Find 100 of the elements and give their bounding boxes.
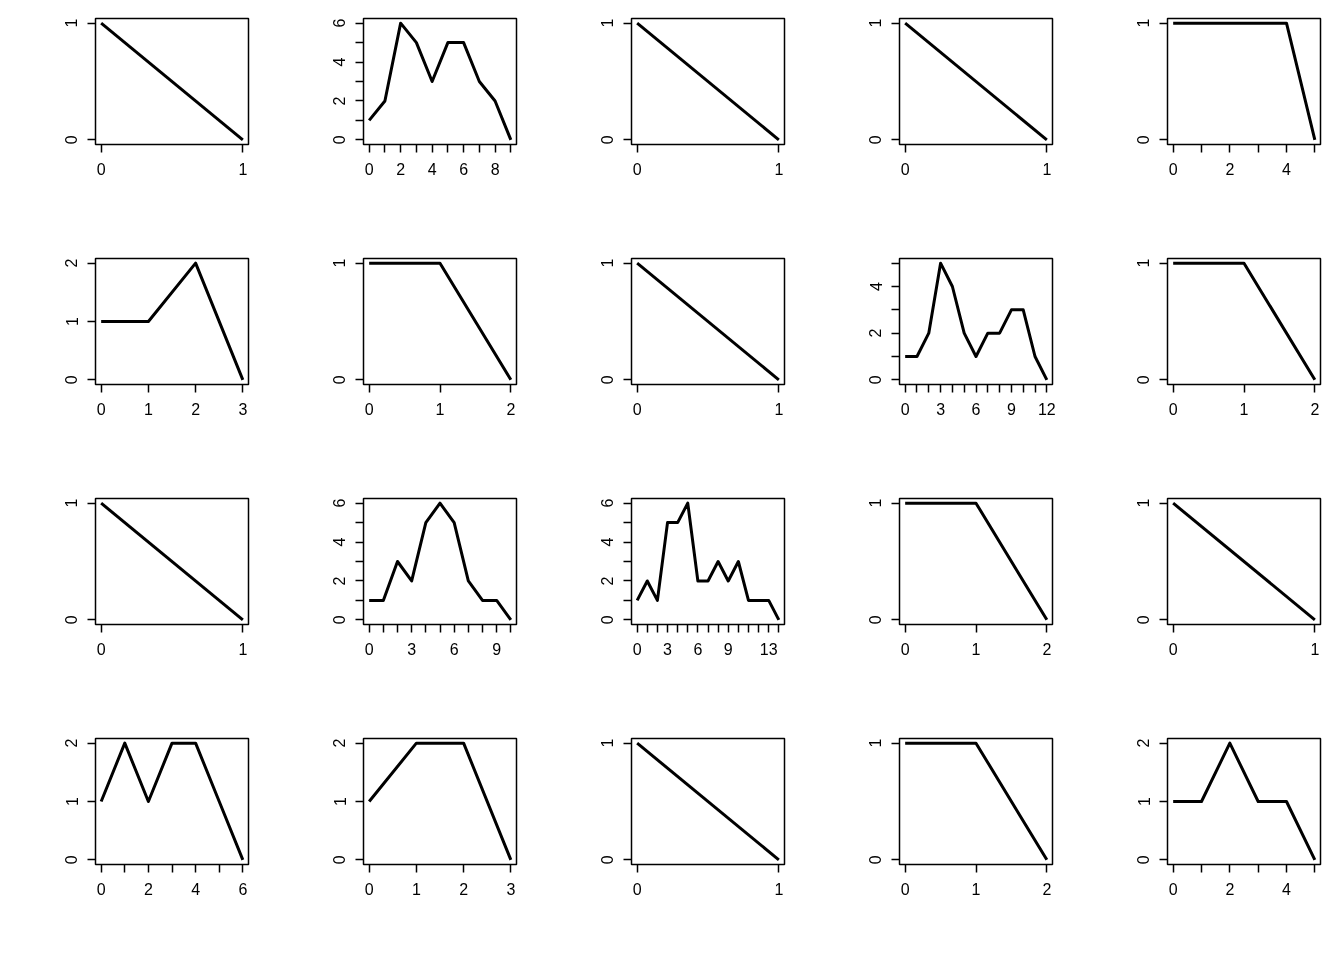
y-tick-label: 1 [1135,258,1153,268]
x-tick-label: 0 [900,640,910,658]
y-tick-label: 0 [599,615,617,625]
x-tick-label: 1 [143,400,153,418]
x-tick-label: 0 [96,160,106,178]
x-tick-label: 0 [632,880,642,898]
y-tick-label: 1 [1135,18,1153,28]
x-tick-label: 0 [1168,400,1178,418]
x-tick-label: 1 [971,880,981,898]
y-tick-label: 2 [63,258,81,268]
y-tick-label: 0 [867,855,885,865]
y-tick-label: 0 [63,615,81,625]
x-tick-label: 2 [191,400,201,418]
x-tick-label: 2 [1042,880,1052,898]
y-tick-label: 0 [1135,375,1153,385]
y-tick-label: 2 [867,328,885,338]
x-tick-label: 8 [490,160,500,178]
x-tick-label: 6 [459,160,469,178]
y-tick-label: 0 [331,615,349,625]
x-tick-label: 1 [971,640,981,658]
x-tick-label: 6 [693,640,703,658]
x-tick-label: 0 [1168,640,1178,658]
x-tick-label: 6 [971,400,981,418]
y-tick-label: 6 [599,498,617,508]
line-series [903,261,1049,382]
y-tick-label: 1 [331,258,349,268]
x-tick-label: 3 [663,640,673,658]
y-tick-label: 0 [599,375,617,385]
x-tick-label: 0 [1168,880,1178,898]
y-tick-label: 1 [599,738,617,748]
y-tick-label: 1 [867,18,885,28]
y-tick-label: 0 [599,855,617,865]
x-tick-label: 1 [1310,640,1320,658]
y-tick-label: 0 [867,375,885,385]
x-tick-label: 1 [1042,160,1052,178]
x-tick-label: 3 [407,640,417,658]
x-tick-label: 6 [449,640,459,658]
x-tick-label: 3 [936,400,946,418]
x-tick-label: 9 [723,640,733,658]
line-series [635,501,781,622]
y-tick-label: 1 [63,796,81,806]
y-tick-label: 2 [331,96,349,106]
x-tick-label: 0 [1168,160,1178,178]
y-tick-label: 1 [63,18,81,28]
x-tick-label: 4 [1282,880,1292,898]
y-tick-label: 0 [599,135,617,145]
x-tick-label: 4 [191,880,201,898]
y-tick-label: 0 [867,135,885,145]
y-tick-label: 0 [1135,615,1153,625]
y-tick-label: 1 [1135,498,1153,508]
x-tick-label: 2 [1225,160,1235,178]
x-tick-label: 2 [396,160,406,178]
y-tick-label: 0 [63,375,81,385]
x-tick-label: 0 [900,160,910,178]
x-tick-label: 3 [238,400,248,418]
y-tick-label: 2 [63,738,81,748]
y-tick-label: 0 [63,855,81,865]
x-tick-label: 3 [506,880,516,898]
x-tick-label: 9 [492,640,502,658]
x-tick-label: 1 [774,160,784,178]
x-tick-label: 1 [774,880,784,898]
x-tick-label: 0 [900,400,910,418]
x-tick-label: 1 [238,640,248,658]
y-tick-label: 0 [331,375,349,385]
x-tick-label: 4 [427,160,437,178]
y-tick-label: 2 [331,738,349,748]
x-tick-label: 0 [632,400,642,418]
x-tick-label: 2 [1225,880,1235,898]
y-tick-label: 1 [1135,796,1153,806]
y-tick-label: 0 [331,135,349,145]
x-tick-label: 0 [364,400,374,418]
x-tick-label: 13 [759,640,778,658]
x-tick-label: 0 [632,160,642,178]
x-tick-label: 12 [1037,400,1056,418]
x-tick-label: 0 [364,160,374,178]
line-series [367,501,513,622]
y-tick-label: 6 [331,18,349,28]
x-tick-label: 0 [96,880,106,898]
x-tick-label: 0 [96,640,106,658]
y-tick-label: 0 [63,135,81,145]
y-tick-label: 1 [599,258,617,268]
x-tick-label: 0 [364,880,374,898]
x-tick-label: 1 [435,400,445,418]
y-tick-label: 4 [599,537,617,547]
y-tick-label: 1 [63,498,81,508]
y-tick-label: 0 [331,855,349,865]
x-tick-label: 1 [411,880,421,898]
y-tick-label: 2 [331,576,349,586]
x-tick-label: 1 [238,160,248,178]
x-tick-label: 2 [143,880,153,898]
x-tick-label: 0 [364,640,374,658]
y-tick-label: 1 [867,498,885,508]
line-series [367,21,513,142]
x-tick-label: 6 [238,880,248,898]
y-tick-label: 1 [867,738,885,748]
y-tick-label: 4 [867,281,885,291]
x-tick-label: 2 [1042,640,1052,658]
y-tick-label: 2 [599,576,617,586]
x-tick-label: 0 [96,400,106,418]
x-tick-label: 2 [459,880,469,898]
